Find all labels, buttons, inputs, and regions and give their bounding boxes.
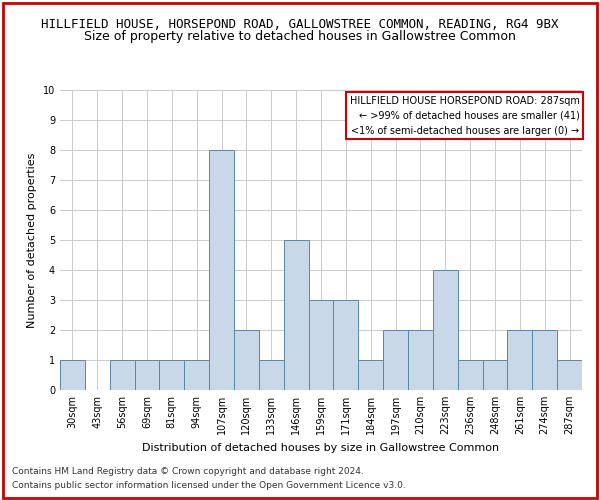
Text: Size of property relative to detached houses in Gallowstree Common: Size of property relative to detached ho… — [84, 30, 516, 43]
Bar — [408, 330, 433, 390]
Bar — [334, 300, 358, 390]
Bar — [209, 150, 234, 390]
Bar — [458, 360, 482, 390]
Bar — [508, 330, 532, 390]
Bar — [184, 360, 209, 390]
Text: HILLFIELD HOUSE, HORSEPOND ROAD, GALLOWSTREE COMMON, READING, RG4 9BX: HILLFIELD HOUSE, HORSEPOND ROAD, GALLOWS… — [41, 18, 559, 30]
Text: Contains HM Land Registry data © Crown copyright and database right 2024.: Contains HM Land Registry data © Crown c… — [12, 467, 364, 476]
Bar — [234, 330, 259, 390]
Bar — [110, 360, 134, 390]
Bar — [482, 360, 508, 390]
Bar — [557, 360, 582, 390]
Text: Contains public sector information licensed under the Open Government Licence v3: Contains public sector information licen… — [12, 481, 406, 490]
Y-axis label: Number of detached properties: Number of detached properties — [28, 152, 37, 328]
Bar — [259, 360, 284, 390]
Bar — [60, 360, 85, 390]
Bar — [308, 300, 334, 390]
X-axis label: Distribution of detached houses by size in Gallowstree Common: Distribution of detached houses by size … — [142, 442, 500, 452]
Bar — [383, 330, 408, 390]
Bar — [160, 360, 184, 390]
Text: HILLFIELD HOUSE HORSEPOND ROAD: 287sqm
← >99% of detached houses are smaller (41: HILLFIELD HOUSE HORSEPOND ROAD: 287sqm ←… — [350, 96, 580, 136]
Bar — [284, 240, 308, 390]
Bar — [532, 330, 557, 390]
Bar — [433, 270, 458, 390]
Bar — [134, 360, 160, 390]
Bar — [358, 360, 383, 390]
